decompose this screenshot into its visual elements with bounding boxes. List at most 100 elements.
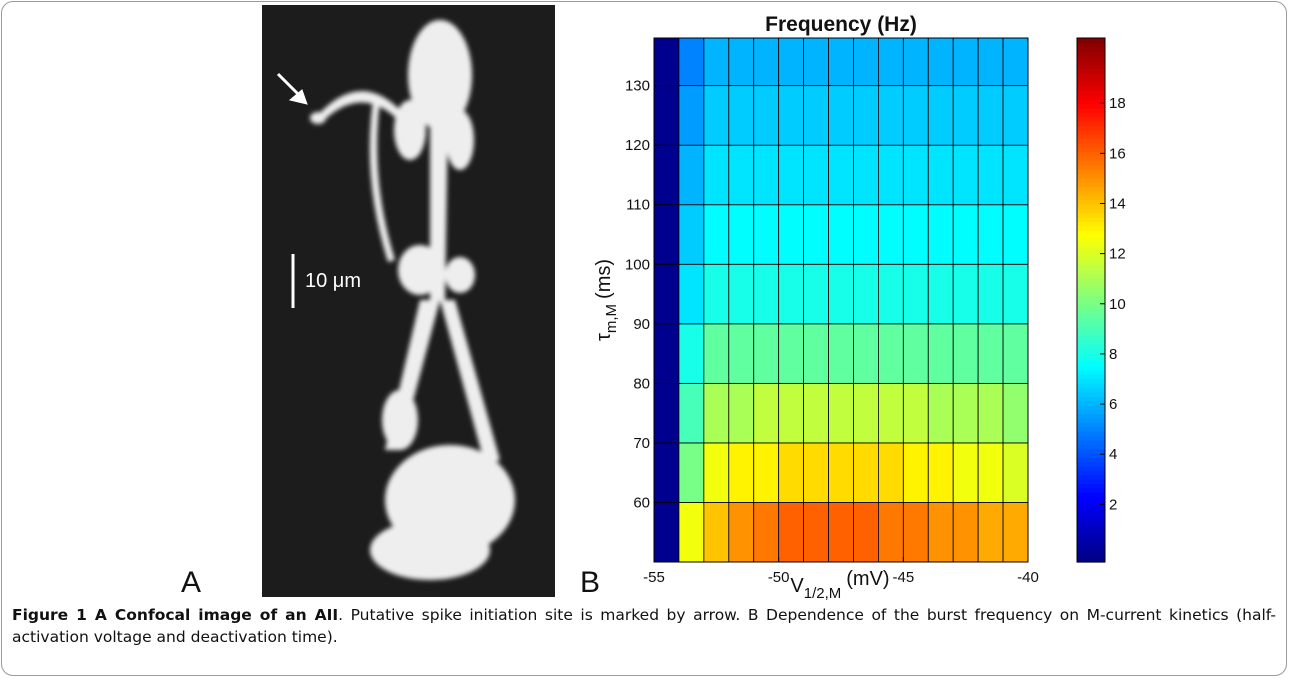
caption: Figure 1 A Confocal image of an AII. Put… [12, 604, 1276, 648]
colorbar-segment [1077, 64, 1105, 70]
heatmap-cell [828, 204, 854, 265]
colorbar-segment [1077, 317, 1105, 323]
colorbar-tick-label: 8 [1109, 346, 1117, 363]
heatmap-cell [927, 144, 954, 206]
x-label-unit: (mV) [846, 568, 889, 590]
heatmap-cell [803, 502, 829, 562]
heatmap-cell [778, 144, 805, 206]
heatmap-cell [853, 85, 879, 146]
colorbar-segment [1077, 400, 1105, 406]
heatmap-cell [753, 323, 780, 384]
colorbar-segment [1077, 256, 1105, 262]
heatmap-cell [828, 323, 854, 384]
colorbar-segment [1077, 51, 1105, 57]
heatmap-cell [728, 38, 755, 87]
heatmap-cell [803, 382, 829, 444]
heatmap-cell [878, 204, 904, 265]
heatmap-cell [703, 38, 730, 87]
colorbar-segment [1077, 99, 1105, 105]
colorbar-segment [1077, 234, 1105, 240]
heatmap-cell [902, 263, 929, 325]
y-tick-label: 110 [626, 197, 650, 214]
colorbar-segment [1077, 208, 1105, 214]
y-tick-label: 130 [625, 78, 650, 95]
heatmap-cell [728, 85, 755, 146]
colorbar-segment [1077, 470, 1105, 476]
heatmap-cell [853, 502, 879, 562]
heatmap-cell [828, 85, 854, 146]
heatmap-cell [803, 85, 829, 146]
heatmap-cell [753, 38, 780, 87]
colorbar-tick-label: 16 [1109, 145, 1126, 162]
colorbar-segment [1077, 112, 1105, 118]
plot-frame [653, 37, 1029, 563]
heatmap-cell [927, 85, 954, 146]
x-axis-label: V1/2,M (mV) [790, 568, 889, 600]
heatmap-cell [654, 38, 680, 87]
colorbar-segment [1077, 548, 1105, 554]
colorbar-segment [1077, 444, 1105, 450]
y-axis-label: τm,M (ms) [593, 259, 620, 341]
x-label-symbol: V [790, 575, 804, 597]
heatmap-cell [878, 502, 904, 562]
panel-label: A [181, 566, 201, 599]
heatmap-cell [703, 204, 730, 265]
heatmap-cell [853, 263, 879, 325]
heatmap-cell [902, 85, 929, 146]
colorbar-segment [1077, 125, 1105, 131]
heatmap-cell [952, 382, 979, 444]
heatmap-cell [803, 144, 829, 206]
heatmap-cell [1002, 38, 1028, 87]
colorbar-segment [1077, 334, 1105, 340]
colorbar-segment [1077, 120, 1105, 126]
colorbar-tick-label: 2 [1109, 496, 1117, 513]
heatmap-cell [1002, 323, 1028, 384]
heatmap-cell [952, 323, 979, 384]
heatmap-cell [977, 263, 1004, 325]
confocal-image: 10 μm [262, 5, 555, 597]
colorbar-segment [1077, 107, 1105, 113]
heatmap-cell [703, 502, 730, 562]
colorbar-segment [1077, 439, 1105, 445]
heatmap-cell [654, 442, 680, 503]
heatmap-cell [1002, 382, 1028, 444]
colorbar-segment [1077, 518, 1105, 524]
x-tick-label: -50 [768, 569, 790, 586]
colorbar-segment [1077, 369, 1105, 375]
heatmap-cell [927, 442, 954, 503]
colorbar-segment [1077, 540, 1105, 546]
heatmap-cell [977, 85, 1004, 146]
heatmap-cell [878, 442, 904, 503]
heatmap-cell [952, 144, 979, 206]
colorbar-segment [1077, 479, 1105, 484]
colorbar-segment [1077, 435, 1105, 441]
colorbar-segment [1077, 134, 1105, 140]
colorbar-segment [1077, 343, 1105, 349]
colorbar-segment [1077, 396, 1105, 402]
colorbar-segment [1077, 330, 1105, 336]
colorbar-segment [1077, 94, 1105, 100]
colorbar-segment [1077, 417, 1105, 423]
colorbar-segment [1077, 251, 1105, 257]
colorbar-segment [1077, 286, 1105, 292]
colorbar-segment [1077, 142, 1105, 148]
colorbar-frame [1076, 37, 1106, 563]
colorbar-segment [1077, 169, 1105, 174]
colorbar-segment [1077, 103, 1105, 109]
colorbar-segment [1077, 278, 1105, 284]
heatmap-cell [728, 323, 755, 384]
colorbar-segment [1077, 38, 1105, 43]
heatmap-cell [853, 204, 879, 265]
colorbar-segment [1077, 81, 1105, 87]
colorbar-segment [1077, 404, 1105, 410]
heatmap-cell [853, 38, 879, 87]
colorbar-segment [1077, 199, 1105, 205]
x-label-subscript: 1/2,M [804, 585, 842, 600]
heatmap-cell [977, 323, 1004, 384]
colorbar-segment [1077, 527, 1105, 533]
y-label-subscript: m,M [603, 304, 620, 333]
colorbar-segment [1077, 186, 1105, 192]
colorbar-tick-label: 10 [1109, 296, 1126, 313]
colorbar-segment [1077, 90, 1105, 96]
heatmap-cell [678, 263, 705, 325]
